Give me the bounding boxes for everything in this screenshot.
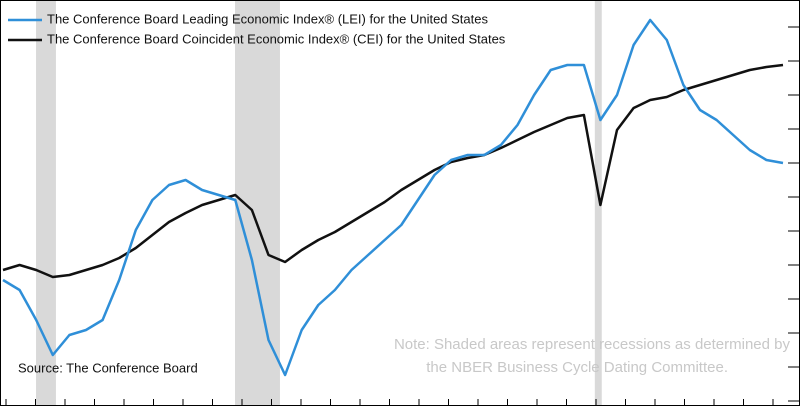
legend-label: The Conference Board Leading Economic In…: [47, 11, 488, 26]
source: Source: The Conference Board: [18, 360, 198, 375]
note-line: the NBER Business Cycle Dating Committee…: [426, 359, 728, 376]
legend-label: The Conference Board Coincident Economic…: [47, 31, 506, 46]
series-line: [2, 63, 784, 279]
series-line: [2, 18, 784, 377]
note-line: Note: Shaded areas represent recessions …: [394, 336, 791, 353]
recession-band: [36, 1, 56, 405]
recession-band: [235, 1, 280, 405]
recession-band: [594, 1, 602, 405]
